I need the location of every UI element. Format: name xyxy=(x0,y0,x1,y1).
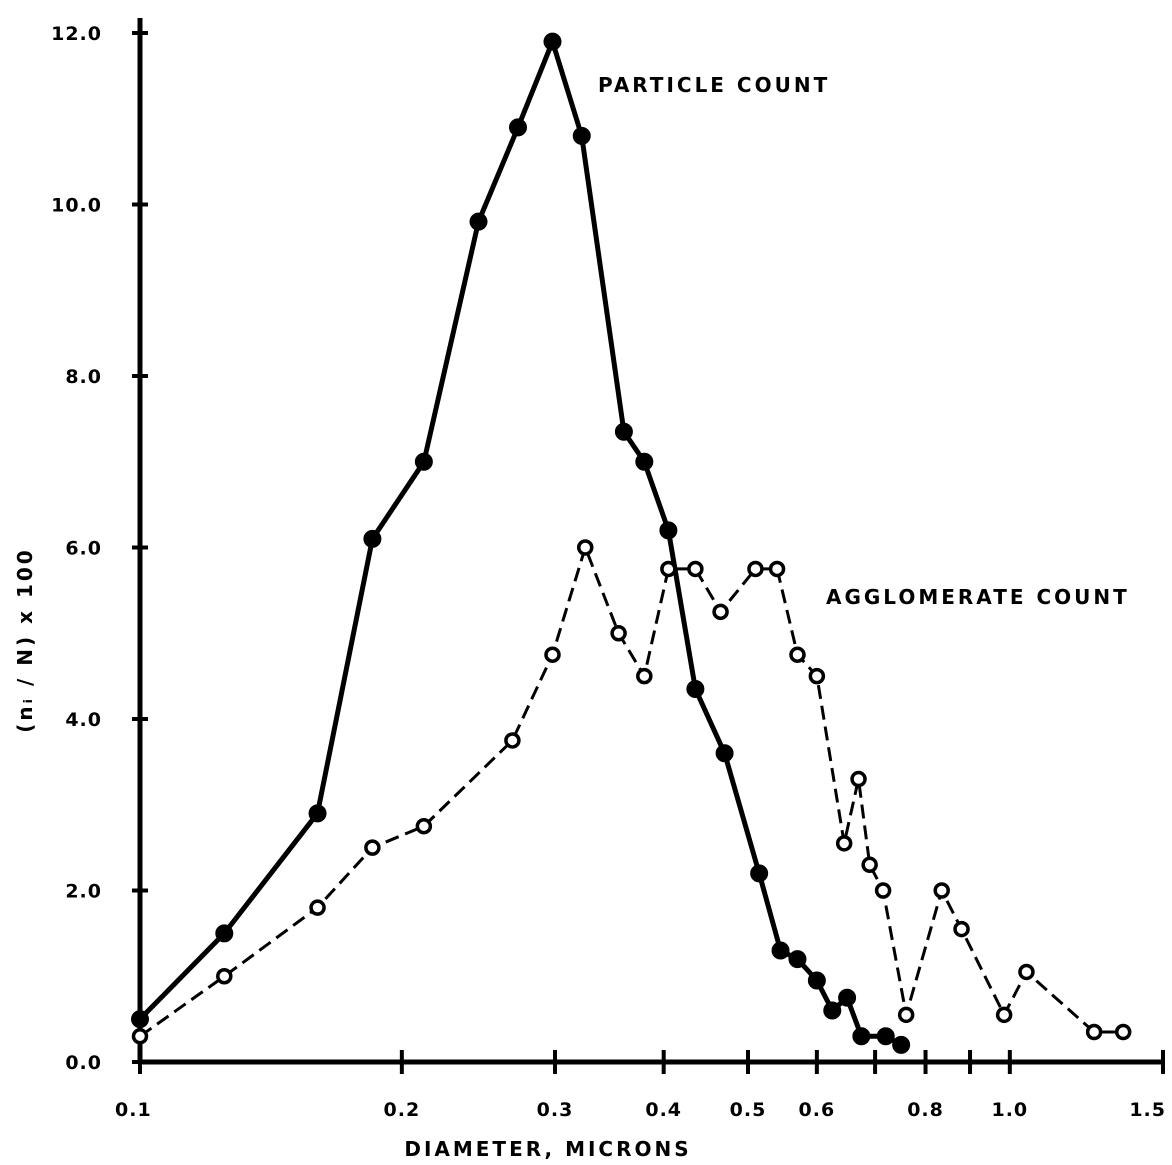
y-tick-label: 10.0 xyxy=(51,195,102,217)
annotation-agglomerate-count: AGGLOMERATE COUNT xyxy=(826,585,1130,609)
data-point-particle xyxy=(750,864,769,883)
data-point-particle xyxy=(771,941,790,960)
data-point-agglomerate xyxy=(415,817,433,835)
data-point-agglomerate xyxy=(577,539,594,556)
data-point-agglomerate xyxy=(861,856,878,874)
data-point-particle xyxy=(614,422,633,441)
x-tick-label: 0.6 xyxy=(799,1099,836,1121)
axes-group: 0.0 2.0 4.0 6.0 8.0 10.0 12.0 0.1 0.2 0.3 0.4 0.5 0.… xyxy=(51,18,1166,1121)
data-point-agglomerate xyxy=(309,899,326,916)
data-point-particle xyxy=(215,924,234,943)
data-point-particle xyxy=(807,971,826,990)
data-point-particle xyxy=(308,804,327,823)
y-tick-label: 4.0 xyxy=(65,709,102,731)
x-axis-title: DIAMETER, MICRONS xyxy=(404,1137,691,1161)
data-point-particle xyxy=(509,118,528,137)
data-point-agglomerate xyxy=(1018,963,1035,981)
data-point-agglomerate xyxy=(131,1028,149,1045)
data-point-agglomerate xyxy=(544,646,561,663)
data-point-agglomerate xyxy=(1114,1023,1132,1041)
data-point-particle xyxy=(876,1027,895,1046)
x-tick-label: 0.2 xyxy=(384,1099,421,1121)
data-point-agglomerate xyxy=(850,770,867,788)
data-point-particle xyxy=(852,1027,871,1046)
y-tick-label: 2.0 xyxy=(65,881,102,903)
data-point-agglomerate xyxy=(636,667,653,685)
data-point-agglomerate xyxy=(789,646,806,663)
x-tick-label: 0.3 xyxy=(537,1099,574,1121)
data-point-particle xyxy=(414,452,433,471)
data-point-particle xyxy=(838,988,857,1007)
data-point-particle xyxy=(892,1035,911,1054)
x-tick-label: 1.0 xyxy=(991,1099,1028,1121)
y-tick-label: 6.0 xyxy=(65,538,102,560)
data-point-agglomerate xyxy=(995,1006,1013,1024)
data-point-particle xyxy=(635,452,654,471)
data-point-agglomerate xyxy=(768,560,786,578)
data-point-particle xyxy=(363,529,382,548)
x-tick-label: 1.5 xyxy=(1129,1099,1166,1121)
data-point-agglomerate xyxy=(874,882,892,899)
y-tick-label: 12.0 xyxy=(51,23,102,45)
data-point-particle xyxy=(686,679,705,698)
data-point-particle xyxy=(659,521,678,540)
data-point-particle xyxy=(543,32,562,51)
x-tick-label: 0.8 xyxy=(907,1099,944,1121)
x-tick-label: 0.4 xyxy=(645,1099,682,1121)
x-tick-label: 0.1 xyxy=(115,1099,152,1121)
data-point-agglomerate xyxy=(808,667,826,685)
series-group xyxy=(131,32,1132,1054)
data-point-agglomerate xyxy=(953,920,970,938)
y-axis-title: (nᵢ / N) x 100 xyxy=(13,547,37,732)
data-point-agglomerate xyxy=(897,1006,915,1024)
data-point-particle xyxy=(131,1010,149,1029)
data-point-particle xyxy=(572,126,591,145)
x-tick-label: 0.5 xyxy=(730,1099,767,1121)
data-point-agglomerate xyxy=(835,835,853,852)
data-point-agglomerate xyxy=(610,625,627,642)
data-point-agglomerate xyxy=(660,560,677,578)
data-point-agglomerate xyxy=(747,560,764,578)
data-point-agglomerate xyxy=(364,839,381,856)
data-point-particle xyxy=(823,1001,842,1020)
data-point-agglomerate xyxy=(933,882,950,899)
data-point-particle xyxy=(715,744,734,763)
y-tick-label: 8.0 xyxy=(65,366,102,388)
series-line-agglomerate xyxy=(139,546,1124,1038)
annotation-particle-count: PARTICLE COUNT xyxy=(598,73,830,97)
series-line-particle xyxy=(138,39,903,1047)
data-point-agglomerate xyxy=(504,732,521,749)
y-tick-label: 0.0 xyxy=(65,1052,102,1074)
data-point-particle xyxy=(469,212,488,231)
data-point-agglomerate xyxy=(687,560,704,578)
data-point-agglomerate xyxy=(216,968,233,985)
labels-group: DIAMETER, MICRONS (nᵢ / N) x 100 PARTICL… xyxy=(13,73,1130,1161)
data-point-particle xyxy=(788,950,807,969)
data-point-agglomerate xyxy=(712,603,729,621)
data-point-agglomerate xyxy=(1085,1023,1103,1041)
